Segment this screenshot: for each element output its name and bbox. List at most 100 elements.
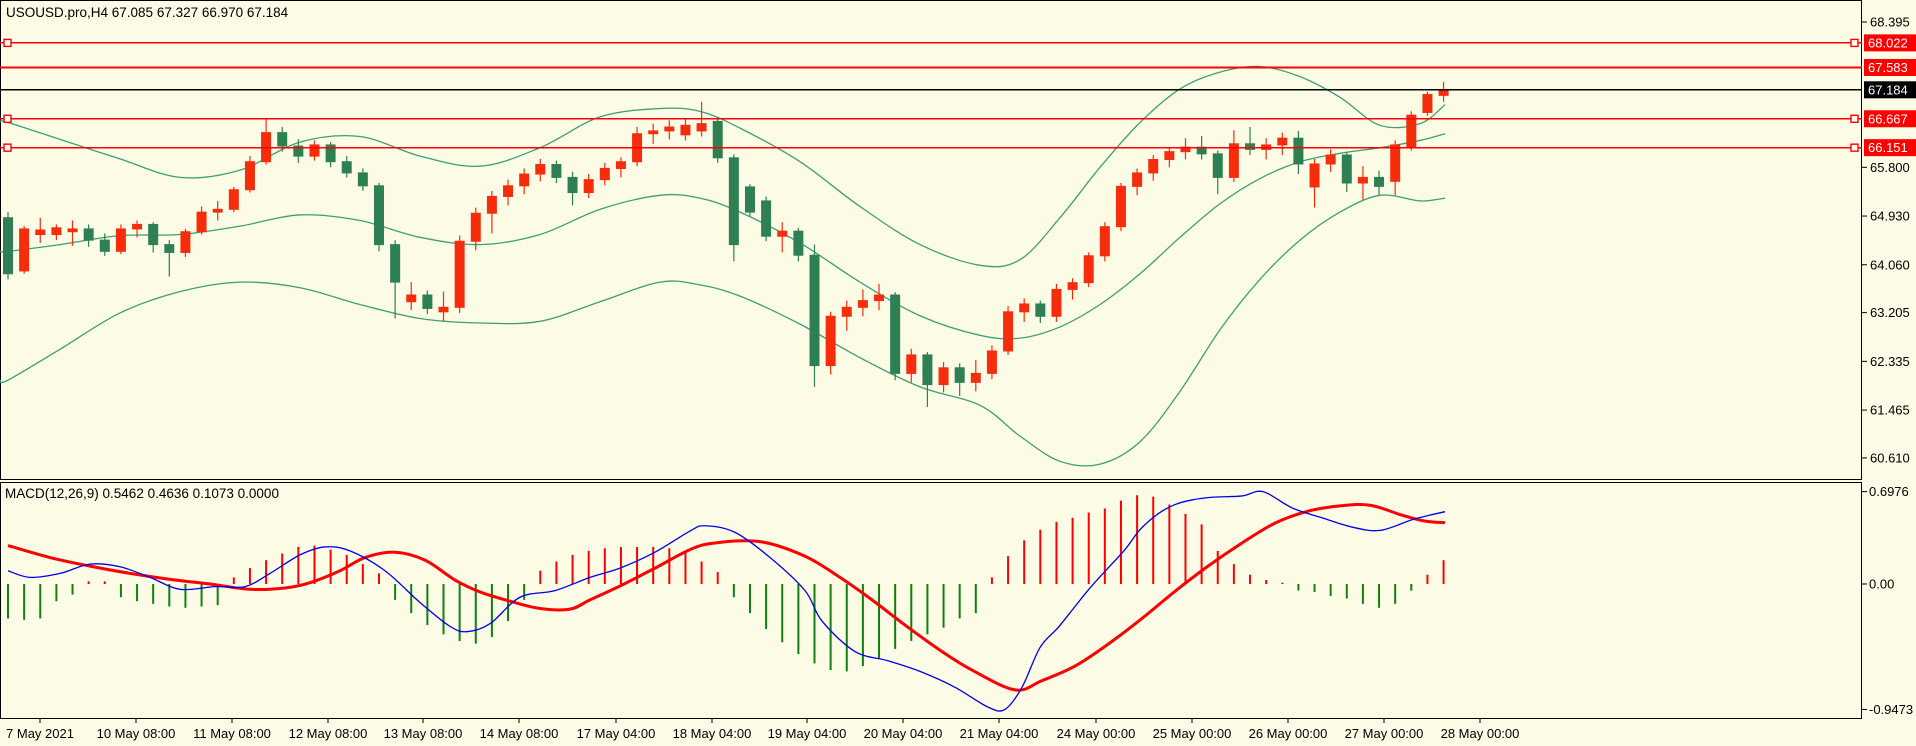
macd-lines [7,490,1446,712]
selection-handle[interactable] [1850,114,1859,123]
candle [1277,132,1288,155]
macd-tick-label: -0.9473 [1869,702,1913,717]
candle [1325,149,1336,172]
candle [1422,91,1433,116]
selection-handle[interactable] [1850,143,1859,152]
candle [1148,155,1159,181]
time-tick-label: 7 May 2021 [6,726,74,741]
candle [309,140,320,161]
candle [615,157,626,178]
candle [357,168,368,191]
pane-borders [0,0,1862,719]
macd-signal-line [7,502,1446,692]
candle [19,226,30,274]
candle [196,206,207,235]
candle [503,179,514,206]
time-tick-label: 11 May 08:00 [193,726,271,741]
price-badge-66.667: 66.667 [1864,110,1916,128]
level-line-66.667[interactable] [0,114,1862,123]
price-tick-label: 64.930 [1870,209,1910,224]
candle [938,362,949,393]
price-badge-66.151: 66.151 [1864,139,1916,157]
time-tick-label: 26 May 00:00 [1249,726,1328,741]
candle [180,228,191,257]
time-tick-label: 10 May 08:00 [97,726,176,741]
selection-handle[interactable] [3,114,12,123]
time-tick-label: 13 May 08:00 [384,726,463,741]
price-tick-label: 60.610 [1870,450,1910,465]
candle [470,207,481,251]
candle [1228,130,1239,182]
candle [1357,166,1368,200]
time-axis[interactable]: 7 May 2021 10 May 08:00 11 May 08:00 12 May… [6,718,1519,741]
candle [1035,300,1046,323]
price-tick-label: 65.800 [1870,160,1910,175]
main-pane-border [0,0,1862,480]
candle [648,123,659,144]
candle [664,120,675,140]
selection-handle[interactable] [1850,38,1859,48]
candle [744,184,755,217]
price-tick-label: 63.205 [1870,305,1910,320]
price-tick-label: 64.060 [1870,257,1910,272]
candle [1309,158,1320,208]
svg-text:67.184: 67.184 [1868,82,1908,97]
candle [228,186,239,213]
candle [1406,111,1417,151]
level-line-66.151[interactable] [0,143,1862,152]
price-axis[interactable]: 68.395 65.800 64.930 64.060 63.205 62.335 61.4… [1862,15,1916,717]
candle [519,168,530,195]
candle [793,227,804,262]
price-tick-label: 61.465 [1870,403,1910,418]
candle [67,220,78,246]
price-badge-68.022: 68.022 [1864,34,1916,52]
price-tick-label: 68.395 [1870,15,1910,30]
selection-handle[interactable] [3,38,12,48]
candle [325,142,336,168]
candle [841,300,852,331]
price-badge-67.184: 67.184 [1864,81,1916,99]
candle [454,235,465,313]
candle [406,282,417,311]
macd-main-line [7,490,1446,712]
svg-text:66.151: 66.151 [1868,140,1908,155]
candle [1099,222,1110,262]
candle [1245,127,1256,155]
candle [99,233,110,256]
price-tick-label: 62.335 [1870,354,1910,369]
candle [825,311,836,375]
candle [148,222,159,253]
candle [486,190,497,234]
candle [1003,306,1014,355]
candle [1051,283,1062,322]
candle [1115,183,1126,232]
candle [1374,170,1385,196]
candle [3,212,13,280]
candle [680,119,691,141]
time-tick-label: 19 May 04:00 [768,726,847,741]
candle [809,244,820,387]
level-line-68.022[interactable] [0,38,1862,48]
time-tick-label: 17 May 04:00 [577,726,656,741]
candle [83,224,94,247]
horizontal-level-lines[interactable] [0,38,1862,152]
candle [438,291,449,322]
time-tick-label: 27 May 00:00 [1345,726,1424,741]
candle [874,283,885,311]
candle [906,348,917,383]
candle [1293,130,1304,175]
candle [373,183,384,252]
candle [857,289,868,317]
time-tick-label: 18 May 04:00 [673,726,752,741]
candle [567,171,578,206]
bollinger-upper-band [0,65,1446,268]
candle [551,160,562,183]
candle [1067,278,1078,300]
time-tick-label: 28 May 00:00 [1441,726,1520,741]
selection-handle[interactable] [3,143,12,152]
macd-tick-label: 0.00 [1869,577,1894,592]
svg-text:66.667: 66.667 [1868,111,1908,126]
candle [422,290,433,315]
candle [132,220,143,238]
